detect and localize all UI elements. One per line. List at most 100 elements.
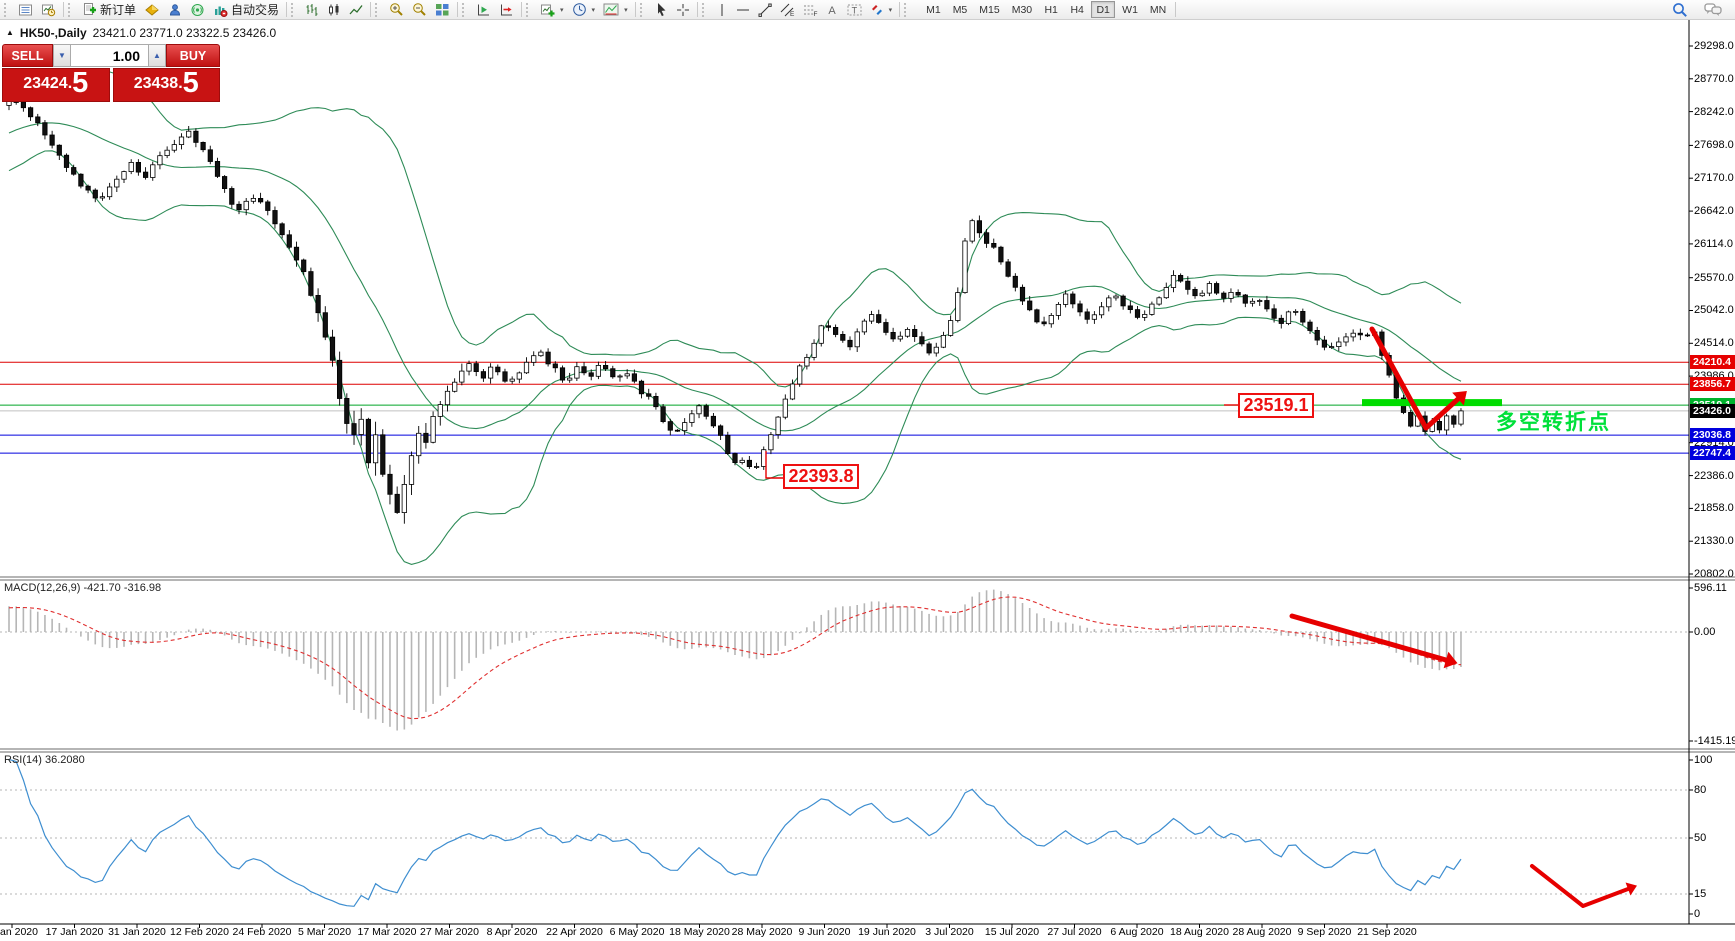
candle-body — [193, 130, 199, 143]
timeframe-m5-button[interactable]: M5 — [948, 1, 973, 18]
timeframe-m1-button[interactable]: M1 — [921, 1, 946, 18]
timeframe-mn-button[interactable]: MN — [1145, 1, 1171, 18]
toolbar-separator — [370, 2, 372, 17]
rsi-trend-arrow-head — [1625, 882, 1637, 896]
volume-increase-button[interactable]: ▲ — [148, 44, 166, 67]
period-dropdown[interactable] — [568, 1, 600, 19]
price-axis-label: 29298.0 — [1694, 40, 1734, 52]
candle-body — [732, 453, 738, 464]
price-trend-arrow[interactable] — [1369, 326, 1461, 431]
candle-body — [56, 144, 62, 156]
macd-signal-line[interactable] — [8, 596, 1462, 720]
arrows-dropdown[interactable] — [866, 1, 897, 19]
support-level-annotation[interactable]: 23519.1 — [1238, 393, 1314, 418]
sell-price[interactable]: 23424. 5 — [2, 68, 110, 102]
line-chart-button[interactable] — [345, 1, 367, 19]
trade-panel-prices: 23424. 5 23438. 5 — [2, 68, 220, 102]
main-toolbar: 新订单 自动交易 — [0, 0, 1735, 20]
low-level-annotation[interactable]: 22393.8 — [783, 464, 859, 489]
timeframe-h1-button[interactable]: H1 — [1039, 1, 1063, 18]
date-axis-label: 27 Mar 2020 — [420, 926, 479, 938]
autotrading-icon — [215, 6, 228, 17]
candle-body — [336, 359, 343, 399]
candle-body — [1321, 339, 1327, 348]
auto-scroll-button[interactable] — [472, 1, 495, 19]
candle-body — [682, 422, 688, 432]
candle-body — [538, 351, 544, 357]
horizontal-line-button[interactable] — [732, 1, 754, 19]
sell-button[interactable]: SELL — [2, 44, 53, 67]
bollinger-middle-band[interactable] — [8, 122, 1462, 432]
timeframe-m15-button[interactable]: M15 — [974, 1, 1004, 18]
fibonacci-button[interactable]: F — [799, 1, 822, 19]
text-label-button[interactable]: T — [843, 1, 866, 19]
rsi-trend-arrow[interactable] — [1530, 864, 1630, 908]
buy-button[interactable]: BUY — [166, 44, 220, 67]
profiles-icon — [42, 4, 56, 16]
turning-point-text[interactable]: 多空转折点 — [1496, 411, 1611, 434]
zoom-out-button[interactable] — [408, 1, 431, 19]
candle-body — [782, 398, 788, 418]
macd-trend-arrow-head — [1443, 651, 1458, 669]
date-axis-label: 18 Aug 2020 — [1170, 926, 1229, 938]
autotrading-button[interactable]: 自动交易 — [209, 1, 283, 19]
signals-button[interactable] — [186, 1, 209, 19]
candle-body — [78, 173, 84, 187]
macd-indicator-label: MACD(12,26,9) -421.70 -316.98 — [4, 582, 162, 594]
volume-input[interactable]: 1.00 — [71, 44, 148, 67]
candle-body — [1343, 336, 1349, 343]
date-axis-label: 18 May 2020 — [669, 926, 730, 938]
timeframe-d1-button[interactable]: D1 — [1091, 1, 1116, 18]
trendline-button[interactable] — [754, 1, 776, 19]
rsi-indicator-label: RSI(14) 36.2080 — [4, 754, 85, 766]
date-axis[interactable]: 2 Jan 2020 17 Jan 2020 31 Jan 2020 12 Feb 2… — [0, 926, 1735, 941]
volume-decrease-button[interactable]: ▼ — [53, 44, 71, 67]
candle-body — [818, 325, 824, 344]
timeframe-h4-button[interactable]: H4 — [1065, 1, 1089, 18]
timeframe-w1-button[interactable]: W1 — [1117, 1, 1143, 18]
candlestick-chart-button[interactable] — [323, 1, 345, 19]
candle-body — [991, 242, 997, 248]
channel-button[interactable]: E — [776, 1, 799, 19]
experts-button[interactable] — [164, 1, 186, 19]
candle-body — [1285, 311, 1292, 324]
new-chart-dropdown[interactable] — [536, 1, 568, 19]
svg-text:F: F — [813, 11, 817, 17]
candle-body — [653, 395, 659, 408]
candle-body — [1048, 314, 1054, 325]
charts-list-button[interactable] — [14, 1, 37, 19]
support-highlight-bar[interactable] — [1362, 399, 1502, 407]
candle-body — [459, 370, 465, 383]
candle-body — [1249, 300, 1256, 304]
community-chat-button[interactable] — [1700, 1, 1726, 19]
zoom-in-button[interactable] — [385, 1, 408, 19]
candle-body — [308, 271, 314, 296]
text-icon: A — [828, 5, 836, 17]
chart-shift-button[interactable] — [495, 1, 518, 19]
text-button[interactable]: A — [822, 1, 843, 19]
template-dropdown[interactable] — [599, 1, 632, 19]
vertical-line-button[interactable] — [712, 1, 732, 19]
candle-body — [646, 393, 652, 397]
bollinger-upper-band[interactable] — [8, 70, 1462, 388]
candle-body — [1350, 332, 1356, 338]
metaeditor-button[interactable] — [140, 1, 164, 19]
collapse-triangle-icon[interactable]: ▲ — [6, 28, 14, 37]
search-button[interactable] — [1668, 1, 1692, 19]
bar-chart-button[interactable] — [301, 1, 323, 19]
tile-windows-button[interactable] — [431, 1, 454, 19]
timeframe-m30-button[interactable]: M30 — [1007, 1, 1037, 18]
candle-body — [286, 234, 292, 248]
new-order-button[interactable]: 新订单 — [78, 1, 140, 19]
candle-body — [567, 377, 573, 381]
cursor-button[interactable] — [650, 1, 672, 19]
crosshair-button[interactable] — [672, 1, 694, 19]
bollinger-lower-band[interactable] — [8, 150, 1462, 565]
profiles-button[interactable] — [37, 1, 60, 19]
macd-trend-arrow[interactable] — [1289, 613, 1449, 663]
candle-body — [1027, 300, 1033, 311]
rsi-line[interactable] — [8, 758, 1462, 907]
candle-body — [1357, 332, 1363, 336]
buy-price[interactable]: 23438. 5 — [112, 68, 220, 102]
